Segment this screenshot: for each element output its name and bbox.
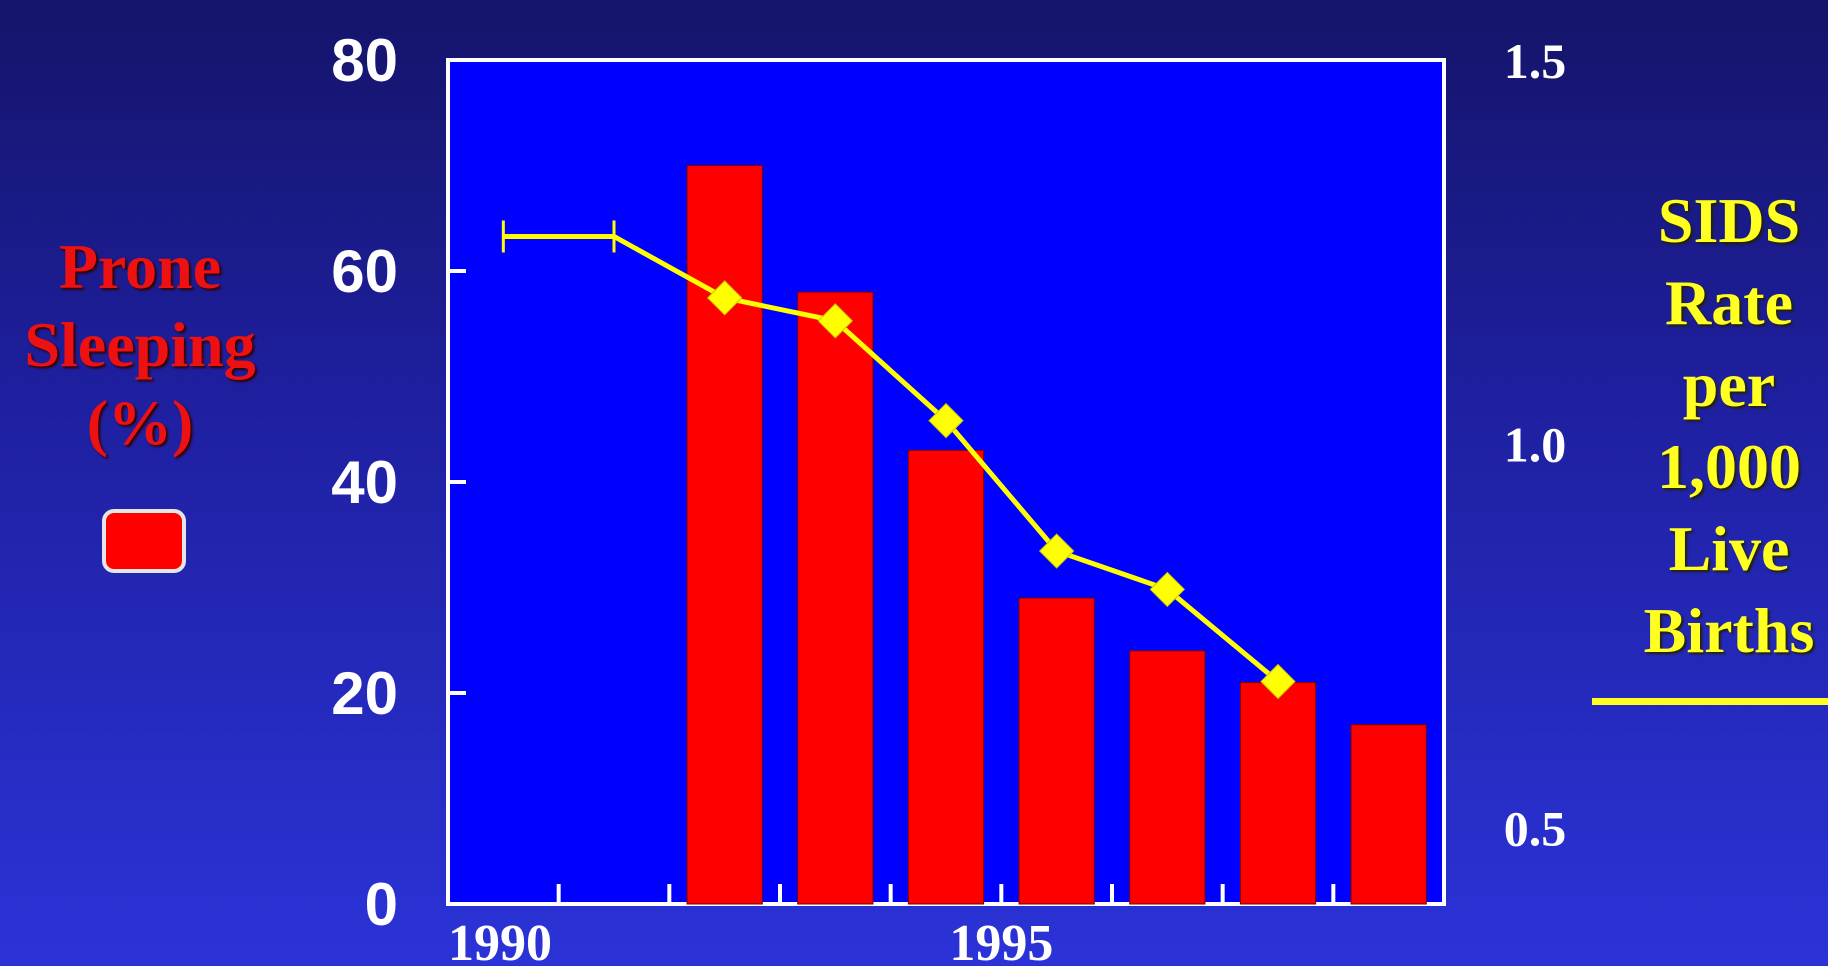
x-tick-label-1990: 1990 [448, 915, 552, 966]
bar-1997 [1239, 681, 1317, 905]
bar-1994 [907, 449, 985, 905]
bar-1993 [797, 291, 874, 905]
right-axis-title-line-2: Rate [1665, 267, 1793, 338]
left-axis-title-line-1: Prone [58, 231, 222, 302]
sids-point-1996 [1149, 571, 1186, 608]
right-axis-title: SIDS Rate per 1,000 Live Births [1618, 180, 1828, 672]
sids-point-1995 [1038, 533, 1075, 569]
sids-point-1992 [706, 280, 743, 316]
sids-point-1994 [928, 402, 964, 439]
sids-point-1997 [1260, 663, 1296, 700]
right-tick-label-1.0: 1.0 [1504, 417, 1567, 473]
right-axis-title-line-1: SIDS [1657, 185, 1801, 256]
sids-legend-rule [1592, 698, 1828, 705]
right-axis-title-line-6: Births [1643, 595, 1815, 666]
left-tick-label-40: 40 [331, 449, 398, 516]
x-tick-label-1995: 1995 [949, 915, 1053, 966]
bar-1996 [1129, 650, 1206, 905]
left-tick-label-0: 0 [365, 871, 398, 938]
right-axis-title-line-5: Live [1668, 513, 1790, 584]
sids-point-1993 [817, 303, 854, 339]
prone-sleeping-legend-swatch [102, 509, 186, 573]
bar-1998 [1350, 724, 1427, 905]
bar-1992 [686, 165, 763, 905]
right-axis-title-line-4: 1,000 [1657, 431, 1801, 502]
right-tick-label-1.5: 1.5 [1504, 33, 1567, 89]
left-tick-label-20: 20 [331, 660, 398, 727]
right-axis-title-line-3: per [1682, 349, 1776, 420]
left-tick-label-80: 80 [331, 27, 398, 94]
left-axis-title: Prone Sleeping (%) [0, 228, 280, 462]
left-tick-label-60: 60 [331, 238, 398, 305]
left-axis-title-line-2: Sleeping [24, 309, 256, 380]
bar-1995 [1018, 597, 1095, 905]
left-axis-title-line-3: (%) [86, 387, 194, 458]
right-tick-label-0.5: 0.5 [1504, 800, 1567, 856]
